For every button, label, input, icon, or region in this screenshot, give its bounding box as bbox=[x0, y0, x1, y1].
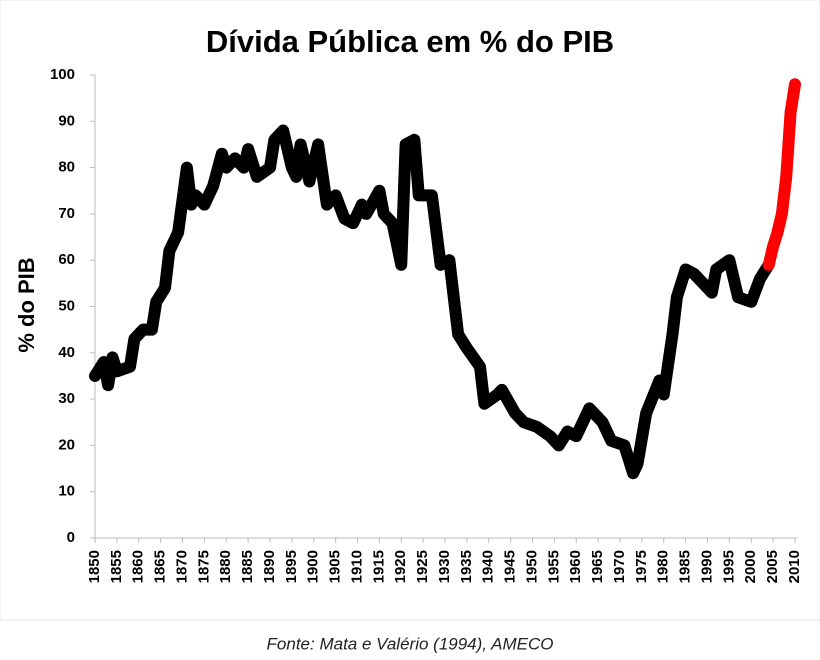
x-tick-label: 1985 bbox=[677, 550, 694, 583]
y-tick-label: 10 bbox=[58, 483, 75, 500]
x-tick-label: 1855 bbox=[108, 550, 125, 583]
x-tick-label: 1955 bbox=[545, 550, 562, 583]
y-tick-label: 0 bbox=[67, 529, 75, 546]
x-tick-label: 2010 bbox=[786, 550, 803, 583]
x-tick-label: 1960 bbox=[567, 550, 584, 583]
chart-frame bbox=[0, 0, 820, 621]
x-tick-label: 1860 bbox=[130, 550, 147, 583]
x-tick-label: 1965 bbox=[589, 550, 606, 583]
x-tick-label: 1885 bbox=[239, 550, 256, 583]
x-tick-label: 1895 bbox=[283, 550, 300, 583]
x-tick-label: 1910 bbox=[348, 550, 365, 583]
x-tick-label: 1905 bbox=[327, 550, 344, 583]
x-tick-label: 1915 bbox=[370, 550, 387, 583]
y-tick-label: 50 bbox=[58, 297, 75, 314]
y-axis-label: % do PIB bbox=[14, 257, 39, 352]
x-tick-label: 1900 bbox=[305, 550, 322, 583]
x-tick-label: 1930 bbox=[436, 550, 453, 583]
x-tick-label: 1850 bbox=[86, 550, 103, 583]
x-tick-label: 1870 bbox=[173, 550, 190, 583]
y-tick-label: 90 bbox=[58, 112, 75, 129]
x-tick-label: 1880 bbox=[217, 550, 234, 583]
x-tick-label: 1920 bbox=[392, 550, 409, 583]
source-note: Fonte: Mata e Valério (1994), AMECO bbox=[267, 634, 554, 653]
x-tick-label: 1925 bbox=[414, 550, 431, 583]
y-tick-label: 100 bbox=[50, 66, 75, 83]
x-tick-label: 1935 bbox=[458, 550, 475, 583]
y-tick-label: 60 bbox=[58, 251, 75, 268]
x-tick-label: 1995 bbox=[720, 550, 737, 583]
y-tick-label: 20 bbox=[58, 436, 75, 453]
x-tick-label: 1950 bbox=[523, 550, 540, 583]
x-tick-label: 1940 bbox=[480, 550, 497, 583]
y-tick-label: 80 bbox=[58, 159, 75, 176]
y-tick-label: 70 bbox=[58, 205, 75, 222]
y-tick-label: 40 bbox=[58, 344, 75, 361]
chart-title: Dívida Pública em % do PIB bbox=[206, 24, 614, 59]
x-tick-label: 1970 bbox=[611, 550, 628, 583]
x-tick-label: 2005 bbox=[764, 550, 781, 583]
x-tick-label: 1975 bbox=[633, 550, 650, 583]
x-tick-label: 1980 bbox=[655, 550, 672, 583]
x-tick-label: 1890 bbox=[261, 550, 278, 583]
x-tick-label: 2000 bbox=[742, 550, 759, 583]
x-tick-label: 1945 bbox=[502, 550, 519, 583]
x-tick-label: 1865 bbox=[152, 550, 169, 583]
y-tick-label: 30 bbox=[58, 390, 75, 407]
data-line bbox=[89, 124, 775, 480]
x-tick-label: 1875 bbox=[195, 550, 212, 583]
x-tick-label: 1990 bbox=[698, 550, 715, 583]
data-line bbox=[762, 78, 801, 271]
